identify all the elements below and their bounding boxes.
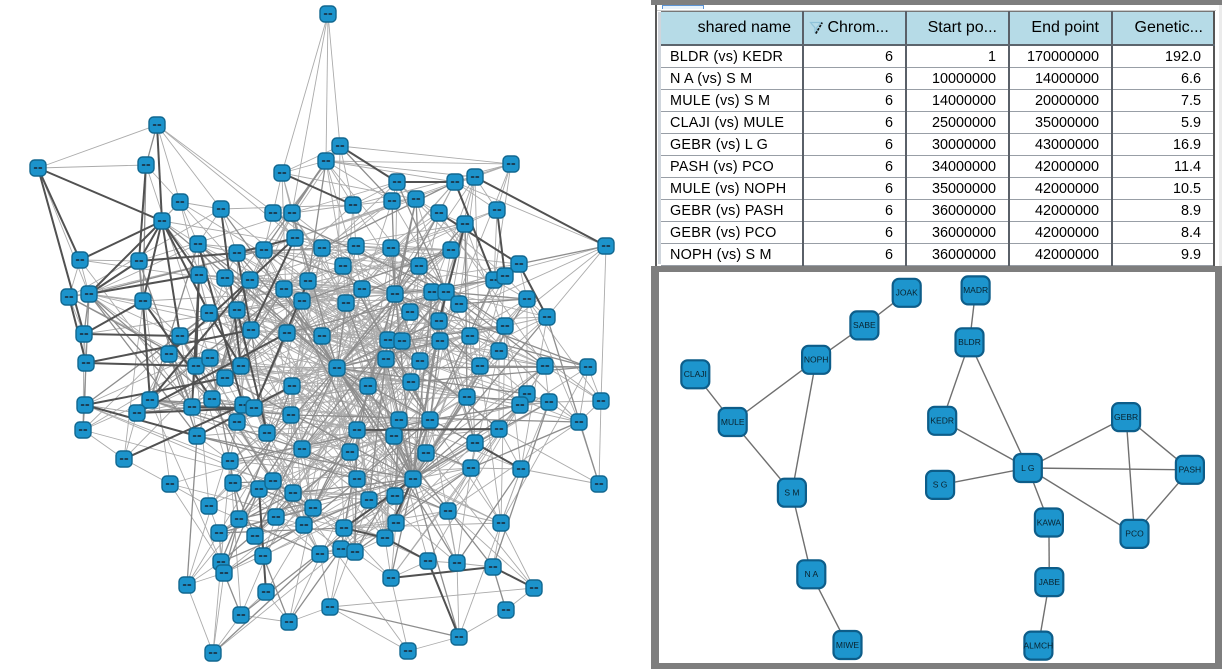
svg-text:MIWE: MIWE xyxy=(836,640,859,650)
svg-text:NOPH: NOPH xyxy=(804,355,829,365)
svg-text:N A: N A xyxy=(804,569,818,579)
svg-text:JABE: JABE xyxy=(1039,577,1061,587)
svg-text:JOAK: JOAK xyxy=(896,288,919,298)
svg-text:SABE: SABE xyxy=(853,320,876,330)
svg-text:ALMCH: ALMCH xyxy=(1024,640,1054,650)
svg-text:PCO: PCO xyxy=(1125,529,1144,539)
svg-text:CLAJI: CLAJI xyxy=(684,369,707,379)
svg-text:MULE: MULE xyxy=(721,417,745,427)
svg-text:GEBR: GEBR xyxy=(1114,412,1138,422)
svg-text:PASH: PASH xyxy=(1179,465,1202,475)
svg-text:MADR: MADR xyxy=(963,285,988,295)
svg-text:S M: S M xyxy=(784,488,799,498)
svg-text:BLDR: BLDR xyxy=(958,337,981,347)
svg-text:KAWA: KAWA xyxy=(1037,517,1062,527)
svg-text:S G: S G xyxy=(933,480,948,490)
svg-text:L G: L G xyxy=(1021,463,1034,473)
svg-text:KEDR: KEDR xyxy=(930,416,954,426)
